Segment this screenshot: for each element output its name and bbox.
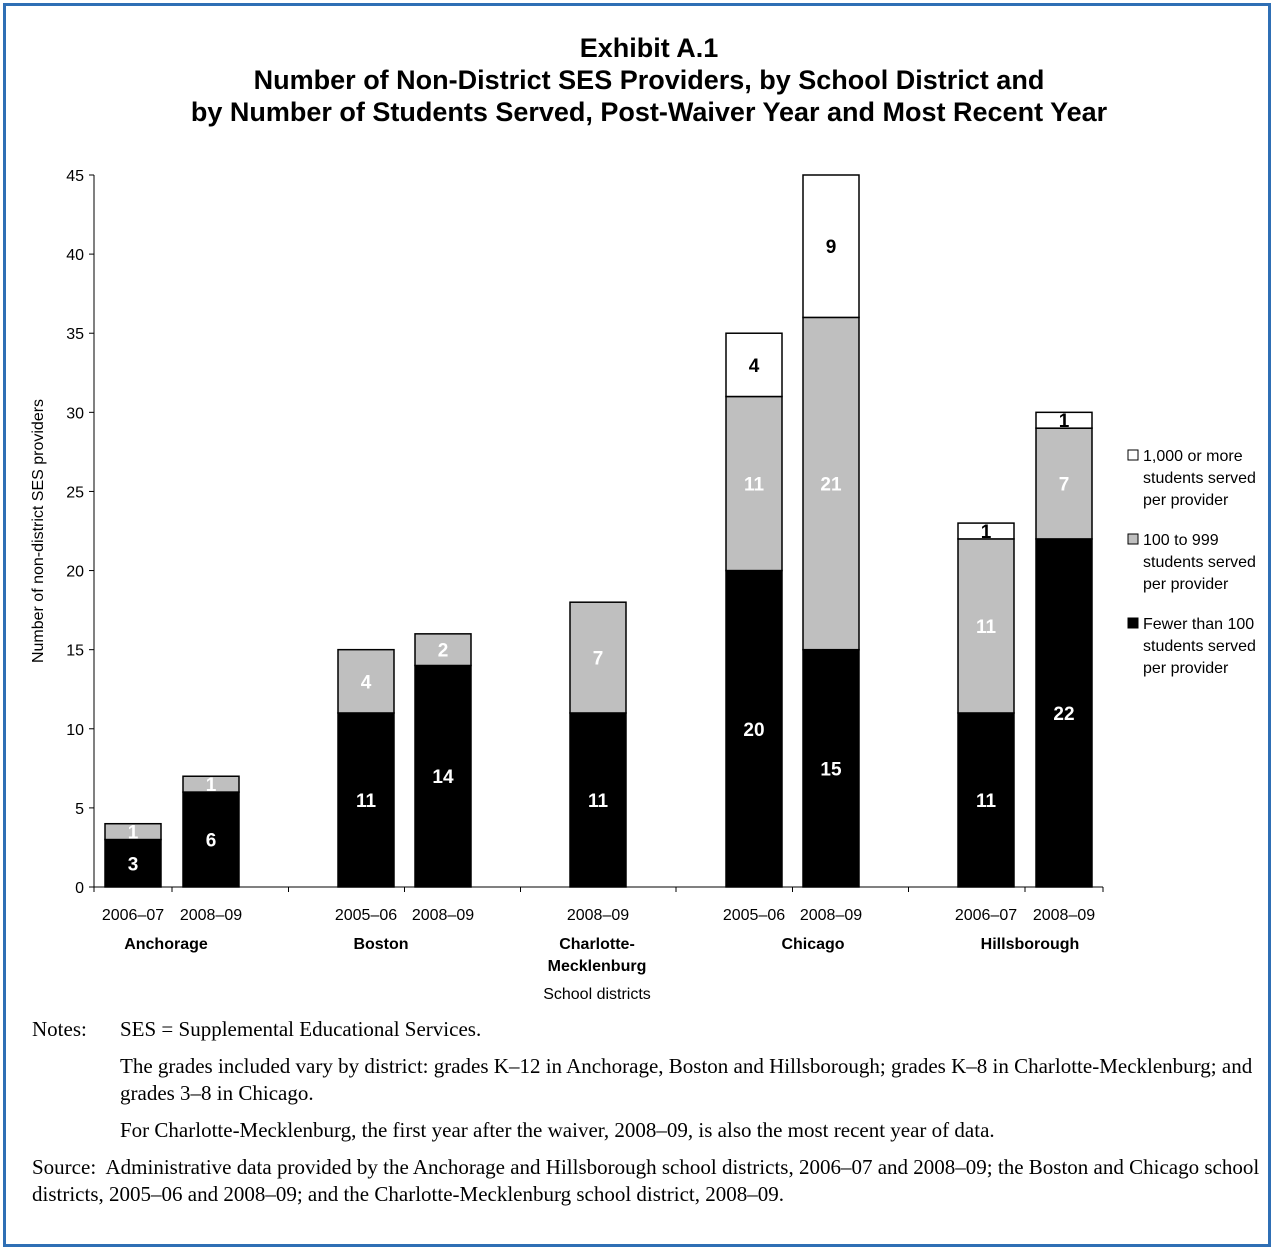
bar-data-label: 21 bbox=[820, 475, 842, 496]
bar-data-label: 14 bbox=[432, 767, 454, 788]
bar-segment bbox=[414, 664, 472, 888]
x-axis-label: School districts bbox=[543, 986, 651, 1003]
x-category-label: 2008–09 bbox=[412, 907, 474, 924]
bar-data-label: 11 bbox=[588, 791, 609, 812]
y-tick-label: 45 bbox=[66, 168, 84, 185]
legend-label: students served bbox=[1143, 470, 1256, 487]
bar-data-label: 7 bbox=[593, 649, 604, 670]
x-group-label: Chicago bbox=[781, 936, 844, 953]
source-text: Administrative data provided by the Anch… bbox=[32, 1155, 1260, 1206]
bar-data-label: 4 bbox=[361, 672, 372, 693]
y-tick-label: 0 bbox=[75, 880, 84, 897]
x-category-label: 2008–09 bbox=[1033, 907, 1095, 924]
bar-segment bbox=[569, 601, 627, 714]
bar-segment bbox=[802, 174, 860, 319]
bar-segment bbox=[104, 822, 162, 841]
bar-data-label: 11 bbox=[744, 475, 765, 496]
bar-data-label: 7 bbox=[1059, 475, 1070, 496]
bar-data-label: 1 bbox=[1059, 411, 1070, 432]
bar-data-label: 9 bbox=[826, 237, 837, 258]
bar-segment bbox=[1035, 411, 1093, 429]
y-tick-label: 35 bbox=[66, 326, 84, 343]
x-group-label: Charlotte- bbox=[559, 936, 635, 953]
bar-data-label: 4 bbox=[749, 356, 760, 377]
bar-segment bbox=[725, 332, 783, 398]
bar-segment bbox=[725, 569, 783, 888]
bar-data-label: 1 bbox=[981, 522, 992, 543]
bar-segment bbox=[957, 522, 1015, 540]
y-tick-label: 20 bbox=[66, 564, 84, 581]
bar-segment bbox=[957, 538, 1015, 714]
bar-segment bbox=[337, 712, 395, 888]
y-tick-label: 5 bbox=[75, 801, 84, 818]
bar-segment bbox=[182, 775, 240, 793]
y-tick-label: 40 bbox=[66, 247, 84, 264]
y-tick-label: 10 bbox=[66, 722, 84, 739]
bar-segment bbox=[802, 648, 860, 888]
bar-segment bbox=[182, 791, 240, 888]
x-category-label: 2006–07 bbox=[955, 907, 1017, 924]
y-tick-label: 15 bbox=[66, 643, 84, 660]
bar-data-label: 1 bbox=[206, 775, 217, 796]
legend-swatch bbox=[1127, 533, 1139, 545]
bar-data-label: 15 bbox=[820, 759, 842, 780]
bar-segment bbox=[104, 838, 162, 888]
legend-label: Fewer than 100 bbox=[1143, 616, 1254, 633]
y-tick-label: 25 bbox=[66, 484, 84, 501]
legend-label: students served bbox=[1143, 638, 1256, 655]
legend-swatch bbox=[1127, 617, 1139, 629]
x-category-label: 2005–06 bbox=[335, 907, 397, 924]
legend-label: per provider bbox=[1143, 660, 1229, 677]
chart-title-line: Exhibit A.1 bbox=[579, 33, 719, 63]
x-group-label: Mecklenburg bbox=[548, 958, 647, 975]
bar-data-label: 6 bbox=[206, 831, 217, 852]
x-category-label: 2005–06 bbox=[723, 907, 785, 924]
source-note: Source: Administrative data provided by … bbox=[32, 1154, 1262, 1208]
legend-swatch bbox=[1127, 449, 1139, 461]
bar-data-label: 20 bbox=[743, 720, 764, 741]
legend-label: per provider bbox=[1143, 492, 1229, 509]
x-category-label: 2008–09 bbox=[567, 907, 629, 924]
note-text: SES = Supplemental Educational Services. bbox=[120, 1017, 482, 1041]
stacked-bar-chart: 0 5 10 15 20 25 30 35 40 45 Number of non-district… bbox=[30, 168, 1256, 1003]
x-group-label: Anchorage bbox=[124, 936, 208, 953]
bar-data-label: 11 bbox=[976, 791, 997, 812]
bar-data-label: 11 bbox=[976, 617, 997, 638]
source-label: Source: bbox=[32, 1155, 97, 1179]
note-text: The grades included vary by district: gr… bbox=[120, 1054, 1253, 1105]
x-category-label: 2008–09 bbox=[800, 907, 862, 924]
chart-title: Exhibit A.1 Number of Non-District SES P… bbox=[0, 32, 1278, 128]
bar-data-label: 2 bbox=[438, 641, 449, 662]
legend-label: per provider bbox=[1143, 576, 1229, 593]
notes-label: Notes: bbox=[32, 1017, 87, 1041]
x-group-label: Hillsborough bbox=[981, 936, 1080, 953]
bar-data-label: 22 bbox=[1053, 704, 1074, 725]
x-category-label: 2008–09 bbox=[180, 907, 242, 924]
bar-segment bbox=[1035, 538, 1093, 888]
notes-section: Notes: SES = Supplemental Educational Se… bbox=[32, 1016, 1262, 1208]
note-text: For Charlotte-Mecklenburg, the first yea… bbox=[120, 1118, 995, 1142]
bar-data-label: 1 bbox=[128, 823, 139, 844]
x-group-label: Boston bbox=[353, 936, 408, 953]
legend-label: 100 to 999 bbox=[1143, 532, 1219, 549]
bar-segment bbox=[957, 712, 1015, 888]
legend-label: students served bbox=[1143, 554, 1256, 571]
bar-segment bbox=[414, 633, 472, 667]
chart-title-line: Number of Non-District SES Providers, by… bbox=[253, 65, 1045, 95]
bar-segment bbox=[802, 316, 860, 651]
bar-data-label: 3 bbox=[128, 854, 139, 875]
x-category-label: 2006–07 bbox=[102, 907, 164, 924]
bar-segment bbox=[337, 648, 395, 714]
y-tick-label: 30 bbox=[66, 405, 84, 422]
legend-label: 1,000 or more bbox=[1143, 448, 1243, 465]
bar-data-label: 11 bbox=[356, 791, 377, 812]
bar-segment bbox=[1035, 427, 1093, 540]
y-axis-label: Number of non-district SES providers bbox=[30, 399, 47, 663]
chart-title-line: by Number of Students Served, Post-Waive… bbox=[190, 97, 1108, 127]
